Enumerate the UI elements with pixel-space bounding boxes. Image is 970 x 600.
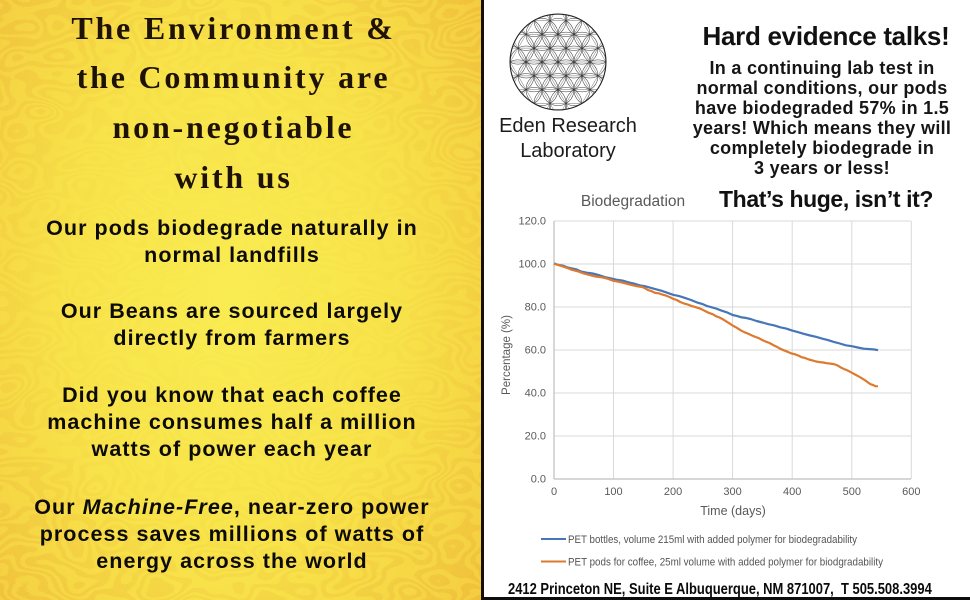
svg-text:600: 600 (902, 486, 920, 498)
svg-text:20.0: 20.0 (525, 431, 546, 443)
svg-text:500: 500 (843, 486, 861, 498)
svg-text:120.0: 120.0 (518, 216, 546, 228)
svg-text:PET bottles, volume 215ml with: PET bottles, volume 215ml with added pol… (568, 534, 858, 546)
svg-text:PET pods for coffee, 25ml volu: PET pods for coffee, 25ml volume with ad… (568, 557, 884, 569)
svg-text:Time (days): Time (days) (700, 504, 766, 518)
svg-text:0.0: 0.0 (531, 474, 546, 486)
svg-text:0: 0 (551, 486, 557, 498)
svg-text:400: 400 (783, 486, 801, 498)
svg-text:100.0: 100.0 (518, 259, 546, 271)
svg-text:Biodegradation: Biodegradation (581, 193, 685, 210)
svg-text:100: 100 (604, 486, 622, 498)
svg-text:Percentage (%): Percentage (%) (501, 315, 513, 395)
svg-text:200: 200 (664, 486, 682, 498)
svg-text:60.0: 60.0 (525, 345, 546, 357)
svg-text:40.0: 40.0 (525, 388, 546, 400)
svg-text:80.0: 80.0 (525, 302, 546, 314)
svg-text:300: 300 (723, 486, 741, 498)
